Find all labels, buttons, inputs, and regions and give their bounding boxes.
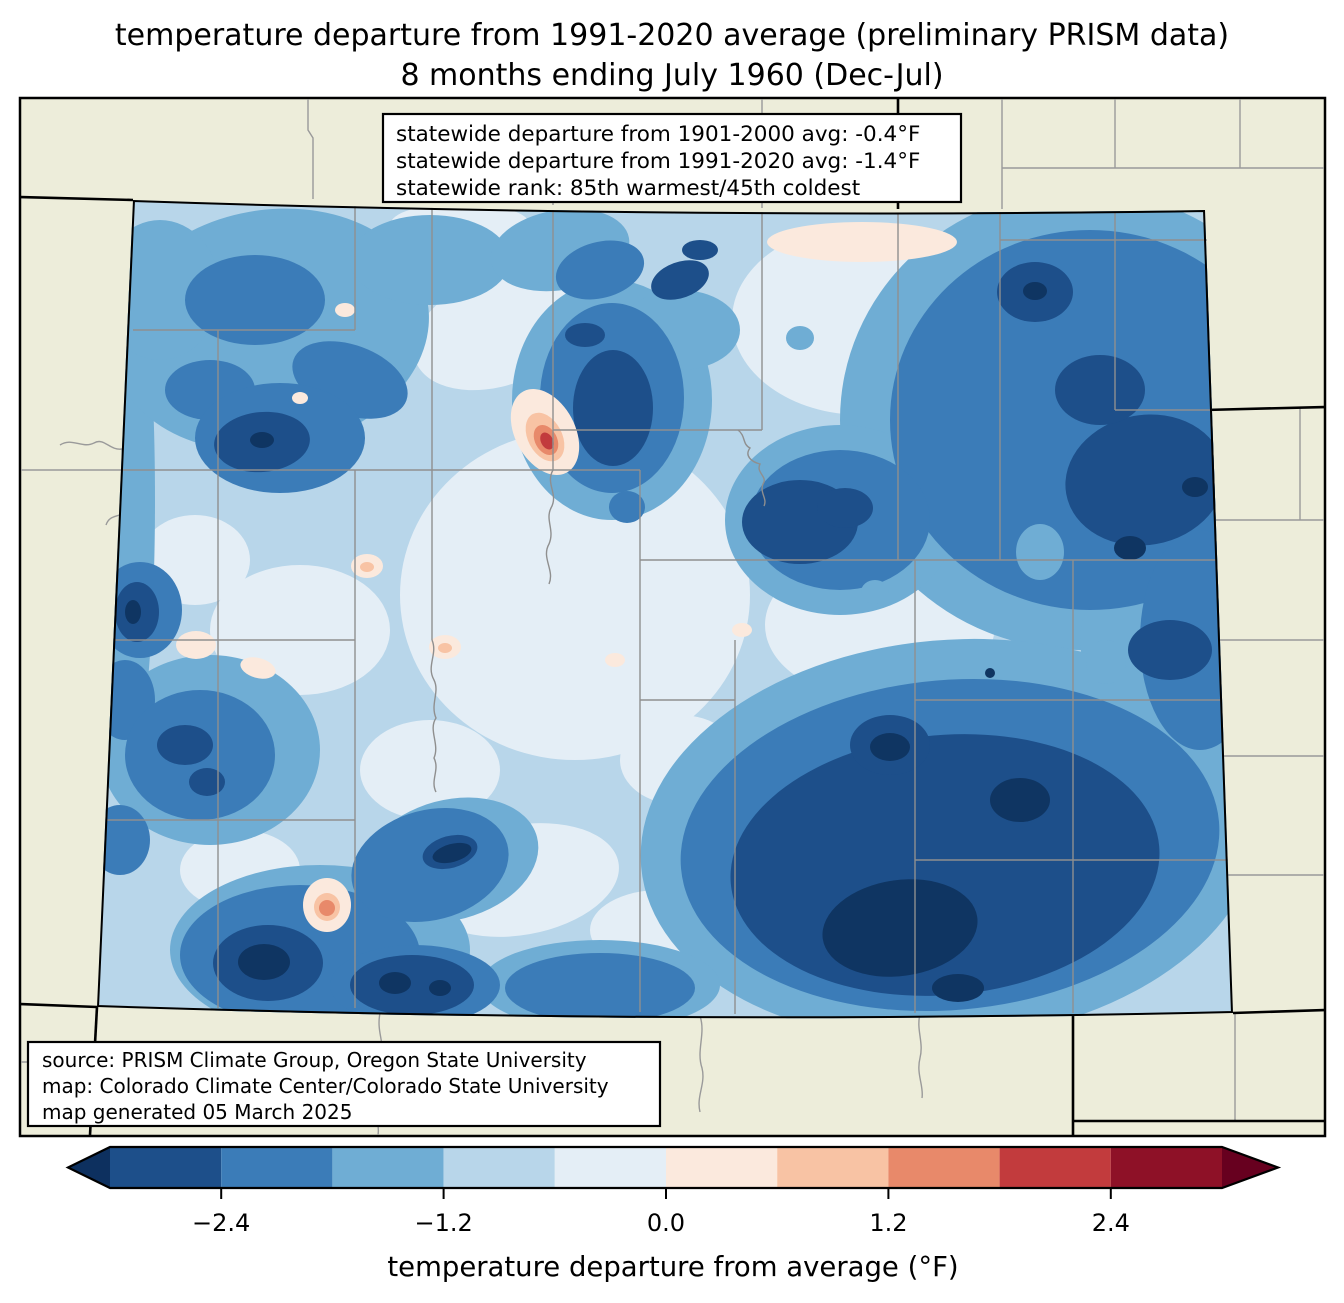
stats-line3: statewide rank: 85th warmest/45th coldes… <box>396 176 860 201</box>
svg-text:1.2: 1.2 <box>869 1209 907 1237</box>
svg-text:−1.2: −1.2 <box>414 1209 472 1237</box>
red-hot-spot <box>510 389 580 475</box>
stats-line1: statewide departure from 1901-2000 avg: … <box>396 122 920 147</box>
contours-neg3-inner-spots <box>861 524 1126 684</box>
credits-line3: map generated 05 March 2025 <box>42 1100 352 1124</box>
stats-box-frame <box>381 112 963 204</box>
figure-title-line1: temperature departure from 1991-2020 ave… <box>115 18 1229 53</box>
contours-warm-spots <box>176 222 957 932</box>
colorbar-over-arrow <box>1222 1147 1278 1188</box>
credits-line2: map: Colorado Climate Center/Colorado St… <box>42 1074 609 1098</box>
colorbar-outline <box>65 1145 1282 1190</box>
figure-title-line2: 8 months ending July 1960 (Dec-Jul) <box>400 58 943 93</box>
stats-box: statewide departure from 1901-2000 avg: … <box>381 112 963 204</box>
stats-line2: statewide departure from 1991-2020 avg: … <box>396 149 920 174</box>
colorbar-under-arrow <box>68 1147 110 1188</box>
credits-box: source: PRISM Climate Group, Oregon Stat… <box>26 1040 662 1128</box>
svg-text:−2.4: −2.4 <box>192 1209 250 1237</box>
colorado-contour-fills <box>97 200 1233 1019</box>
colorbar: −2.4 −1.2 0.0 1.2 2.4 temperature depart… <box>65 1145 1282 1283</box>
credits-box-frame <box>26 1040 662 1128</box>
svg-text:0.0: 0.0 <box>647 1209 685 1237</box>
credits-line1: source: PRISM Climate Group, Oregon Stat… <box>42 1048 587 1072</box>
colorbar-tick-labels: −2.4 −1.2 0.0 1.2 2.4 <box>192 1209 1130 1237</box>
svg-text:2.4: 2.4 <box>1092 1209 1130 1237</box>
contours-under <box>125 282 1208 1002</box>
colorbar-ticks <box>220 1188 1112 1199</box>
colorbar-axis-label: temperature departure from average (°F) <box>387 1251 958 1283</box>
colorbar-segments <box>110 1147 1222 1188</box>
colorado-county-lines <box>100 202 1233 1014</box>
